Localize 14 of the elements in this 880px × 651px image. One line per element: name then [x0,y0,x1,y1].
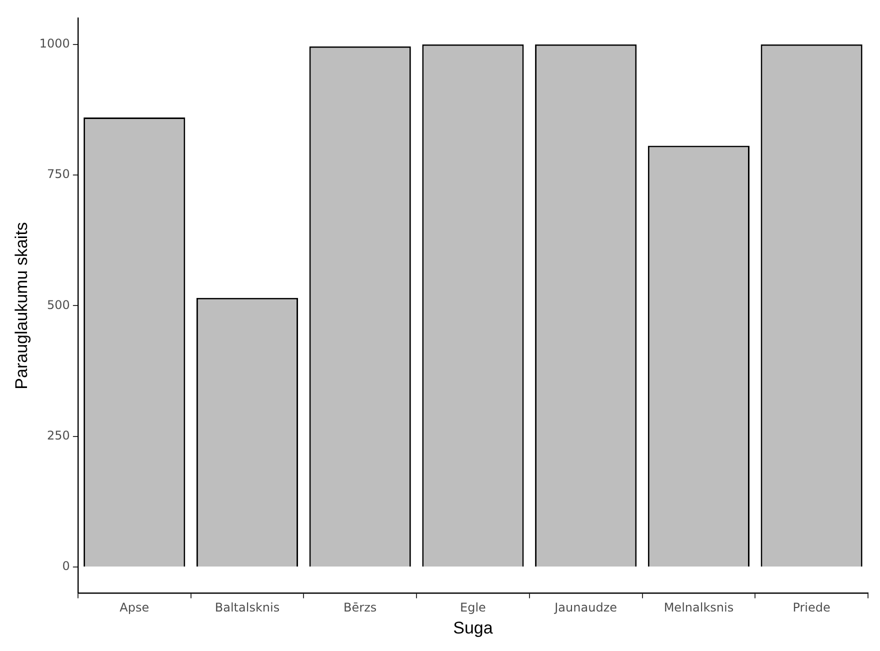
x-tick-label: Apse [120,600,150,615]
y-tick-label: 500 [47,298,70,312]
x-tick-label: Jaunaudze [554,600,618,615]
x-tick-label: Egle [460,600,486,615]
y-axis-title: Parauglaukumu skaits [12,222,31,390]
y-tick-label: 750 [47,167,70,182]
x-tick-label: Priede [792,600,830,615]
x-axis-title: Suga [453,618,494,638]
y-tick-label: 250 [47,428,70,443]
x-tick-label: Melnalksnis [664,600,734,615]
y-tick-label: 0 [62,559,70,574]
y-tick-label: 1000 [39,36,70,50]
x-tick-label: Bērzs [344,600,377,615]
x-tick-label: Baltalsknis [214,600,280,615]
